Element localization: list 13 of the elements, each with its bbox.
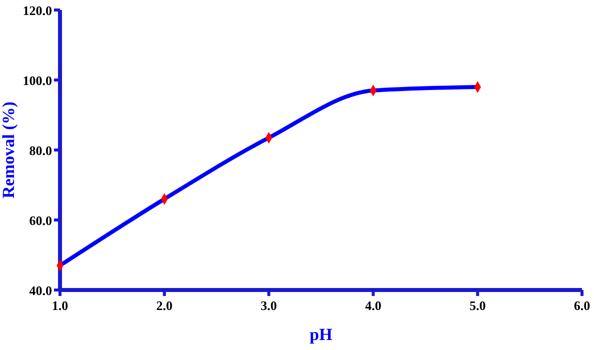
x-tick-label: 2.0 [156, 298, 173, 313]
x-axis-title: pH [310, 325, 332, 344]
x-tick-label: 5.0 [469, 298, 486, 313]
y-tick-label: 60.0 [29, 213, 52, 228]
x-tick-label: 4.0 [365, 298, 382, 313]
y-tick-label: 40.0 [29, 283, 52, 298]
x-tick-label: 1.0 [52, 298, 68, 313]
x-tick-label: 3.0 [260, 298, 277, 313]
y-tick-label: 100.0 [22, 73, 52, 88]
y-tick-label: 80.0 [29, 143, 52, 158]
y-axis-title: Removal (%) [0, 102, 18, 198]
y-tick-label: 120.0 [22, 3, 52, 18]
x-tick-label: 6.0 [574, 298, 590, 313]
